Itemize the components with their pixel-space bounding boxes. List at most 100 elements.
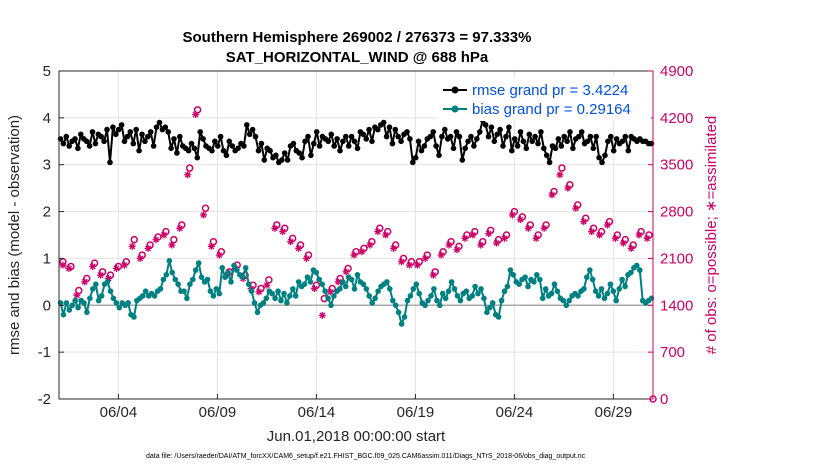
bias-point	[304, 274, 311, 281]
obs-assimilated-marker	[287, 238, 295, 246]
rmse-point	[509, 147, 515, 154]
obs-assimilated-marker	[572, 204, 580, 212]
rmse-point	[121, 138, 128, 145]
bias-point	[281, 290, 287, 297]
rmse-point	[156, 119, 163, 126]
obs-assimilated-marker	[405, 261, 413, 269]
rmse-point	[308, 152, 314, 159]
bias-point	[151, 293, 158, 299]
bias-point	[392, 302, 399, 309]
rmse-point	[418, 147, 425, 154]
obs-assimilated-marker	[643, 234, 651, 242]
bias-point	[81, 300, 87, 306]
rmse-point	[212, 138, 218, 145]
bias-point	[404, 297, 411, 304]
bias-point	[534, 272, 540, 278]
rmse-point	[162, 124, 169, 130]
obs-assimilated-marker	[627, 244, 635, 252]
rmse-point	[439, 133, 445, 140]
rmse-point	[610, 147, 617, 154]
obs-assimilated-marker	[215, 251, 223, 259]
obs-assimilated-marker	[532, 234, 540, 242]
bias-point	[481, 295, 487, 302]
rmse-point	[389, 140, 396, 147]
rmse-point	[194, 154, 201, 161]
rmse-point	[564, 138, 570, 145]
rmse-point	[115, 126, 122, 133]
rmse-point	[83, 138, 90, 145]
right-tick-label: 2100	[660, 250, 693, 267]
y-axis-label-right: # of obs: o=possible; ∗=assimilated	[703, 116, 720, 355]
rmse-point	[107, 159, 113, 166]
bias-point	[93, 281, 99, 288]
rmse-point	[558, 143, 565, 149]
rmse-point	[488, 124, 495, 130]
bias-point	[325, 295, 331, 302]
bias-point	[116, 304, 123, 311]
bias-point	[322, 288, 328, 295]
rmse-point	[523, 145, 530, 152]
obs-assimilated-marker	[81, 278, 89, 286]
bias-point	[157, 286, 164, 292]
x-axis-ticks: 06/04 06/09 06/14 06/19 06/24 06/29	[100, 394, 632, 421]
bias-point	[584, 274, 590, 281]
rmse-point	[334, 136, 340, 142]
obs-assimilated-marker	[445, 241, 453, 249]
rmse-point	[520, 138, 527, 145]
rmse-point	[200, 136, 206, 142]
rmse-point	[348, 133, 355, 140]
obs-assimilated-marker	[168, 241, 176, 249]
obs-assimilated-marker	[469, 231, 477, 239]
rmse-point	[442, 126, 448, 133]
rmse-point	[410, 159, 416, 166]
obs-assimilated-marker	[112, 264, 120, 272]
rmse-point	[281, 150, 288, 156]
rmse-point	[503, 133, 509, 140]
rmse-point	[171, 136, 177, 142]
bias-point	[292, 293, 299, 299]
obs-assimilated-marker	[508, 211, 516, 219]
rmse-series	[57, 117, 655, 166]
rmse-point	[66, 143, 72, 149]
rmse-point	[500, 143, 506, 149]
bias-point	[548, 290, 555, 297]
rmse-point	[552, 145, 559, 152]
bias-point	[107, 288, 114, 295]
rmse-point	[302, 138, 308, 145]
bias-point	[228, 279, 234, 285]
rmse-point	[127, 129, 134, 135]
rmse-point	[145, 133, 151, 140]
bias-point	[484, 309, 490, 316]
bias-point	[187, 281, 193, 288]
right-tick-label: 4900	[660, 63, 693, 80]
obs-assimilated-marker	[184, 171, 192, 179]
rmse-point	[92, 140, 99, 147]
obs-assimilated-marker	[318, 311, 326, 319]
bias-point	[313, 269, 320, 276]
bias-point	[454, 293, 461, 299]
bias-point	[604, 290, 611, 297]
bias-point	[342, 283, 349, 290]
obs-assimilated-marker	[97, 271, 105, 279]
bias-point	[331, 293, 337, 299]
bias-point	[598, 286, 605, 292]
bias-point	[192, 267, 199, 273]
bias-point	[507, 267, 514, 273]
legend-rmse-marker	[451, 86, 459, 94]
rmse-point	[538, 129, 544, 135]
bias-point	[478, 286, 484, 292]
rmse-point	[89, 129, 96, 135]
bias-point	[66, 307, 73, 313]
obs-assimilated-marker	[501, 234, 508, 242]
obs-assimilated-marker	[524, 224, 532, 232]
rmse-point	[316, 143, 323, 149]
bias-point	[401, 314, 408, 320]
rmse-point	[130, 140, 137, 147]
bias-point	[416, 290, 423, 297]
obs-assimilated-marker	[295, 244, 303, 252]
rmse-point	[133, 126, 139, 133]
bias-point	[457, 297, 464, 304]
rmse-point	[290, 140, 297, 147]
rmse-point	[252, 133, 259, 140]
obs-assimilated-marker	[192, 111, 200, 119]
